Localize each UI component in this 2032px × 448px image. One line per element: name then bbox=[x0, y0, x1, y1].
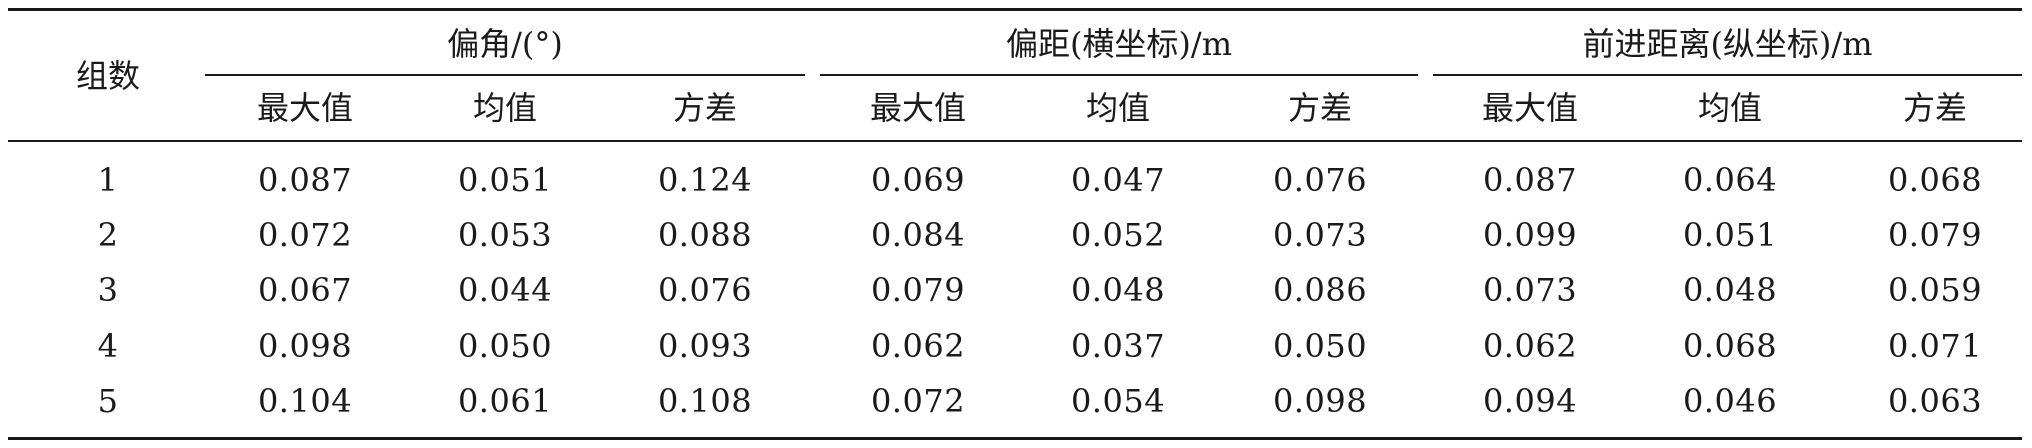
group-header-forward-distance: 前进距离(纵坐标)/m bbox=[1582, 25, 1873, 63]
cell-forward-mean: 0.046 bbox=[1682, 382, 1778, 420]
cell-forward-mean: 0.048 bbox=[1682, 271, 1778, 309]
cell-angle-mean: 0.053 bbox=[457, 216, 553, 254]
cell-angle-max: 0.072 bbox=[257, 216, 353, 254]
subheader-lateral-mean: 均值 bbox=[1085, 89, 1150, 127]
cell-angle-variance: 0.093 bbox=[657, 327, 753, 365]
subheader-angle-mean: 均值 bbox=[472, 89, 537, 127]
cell-forward-mean: 0.064 bbox=[1682, 161, 1778, 199]
subheader-angle-max: 最大值 bbox=[256, 89, 353, 127]
subheader-forward-variance: 方差 bbox=[1902, 89, 1967, 127]
group-header-lateral-offset: 偏距(横坐标)/m bbox=[1005, 25, 1233, 63]
cell-forward-mean: 0.068 bbox=[1682, 327, 1778, 365]
group-rule-angle bbox=[205, 74, 805, 76]
row-id-cell: 5 bbox=[97, 382, 119, 420]
cell-lateral-max: 0.084 bbox=[870, 216, 966, 254]
cell-forward-variance: 0.059 bbox=[1887, 271, 1983, 309]
cell-lateral-max: 0.079 bbox=[870, 271, 966, 309]
cell-lateral-mean: 0.048 bbox=[1070, 271, 1166, 309]
cell-forward-mean: 0.051 bbox=[1682, 216, 1778, 254]
cell-angle-variance: 0.124 bbox=[657, 161, 753, 199]
group-rule-forward bbox=[1433, 74, 2022, 76]
subheader-lateral-max: 最大值 bbox=[869, 89, 966, 127]
row-id-cell: 2 bbox=[97, 216, 119, 254]
cell-forward-variance: 0.068 bbox=[1887, 161, 1983, 199]
cell-angle-max: 0.067 bbox=[257, 271, 353, 309]
subheader-forward-max: 最大值 bbox=[1481, 89, 1578, 127]
cell-forward-max: 0.073 bbox=[1482, 271, 1578, 309]
group-header-angle: 偏角/(°) bbox=[447, 25, 563, 63]
cell-lateral-max: 0.062 bbox=[870, 327, 966, 365]
cell-angle-variance: 0.108 bbox=[657, 382, 753, 420]
cell-lateral-mean: 0.047 bbox=[1070, 161, 1166, 199]
table-bottom-rule bbox=[8, 437, 2022, 440]
cell-forward-max: 0.099 bbox=[1482, 216, 1578, 254]
cell-forward-variance: 0.063 bbox=[1887, 382, 1983, 420]
row-id-cell: 4 bbox=[97, 327, 119, 365]
subheader-lateral-variance: 方差 bbox=[1287, 89, 1352, 127]
cell-angle-mean: 0.050 bbox=[457, 327, 553, 365]
cell-lateral-variance: 0.086 bbox=[1272, 271, 1368, 309]
cell-lateral-variance: 0.050 bbox=[1272, 327, 1368, 365]
row-id-cell: 3 bbox=[97, 271, 119, 309]
cell-angle-variance: 0.088 bbox=[657, 216, 753, 254]
table-top-rule bbox=[8, 8, 2022, 11]
cell-angle-mean: 0.061 bbox=[457, 382, 553, 420]
cell-forward-max: 0.087 bbox=[1482, 161, 1578, 199]
cell-angle-mean: 0.051 bbox=[457, 161, 553, 199]
cell-lateral-mean: 0.054 bbox=[1070, 382, 1166, 420]
cell-lateral-variance: 0.073 bbox=[1272, 216, 1368, 254]
cell-forward-max: 0.062 bbox=[1482, 327, 1578, 365]
cell-lateral-variance: 0.098 bbox=[1272, 382, 1368, 420]
group-rule-lateral bbox=[820, 74, 1418, 76]
cell-angle-max: 0.087 bbox=[257, 161, 353, 199]
cell-lateral-variance: 0.076 bbox=[1272, 161, 1368, 199]
cell-lateral-mean: 0.052 bbox=[1070, 216, 1166, 254]
cell-lateral-max: 0.069 bbox=[870, 161, 966, 199]
cell-angle-max: 0.104 bbox=[257, 382, 353, 420]
cell-angle-max: 0.098 bbox=[257, 327, 353, 365]
cell-lateral-max: 0.072 bbox=[870, 382, 966, 420]
cell-angle-variance: 0.076 bbox=[657, 271, 753, 309]
cell-angle-mean: 0.044 bbox=[457, 271, 553, 309]
row-id-cell: 1 bbox=[97, 161, 119, 199]
table-header-rule bbox=[8, 140, 2022, 142]
cell-forward-variance: 0.079 bbox=[1887, 216, 1983, 254]
cell-forward-variance: 0.071 bbox=[1887, 327, 1983, 365]
subheader-forward-mean: 均值 bbox=[1697, 89, 1762, 127]
row-header-label: 组数 bbox=[75, 57, 140, 95]
cell-lateral-mean: 0.037 bbox=[1070, 327, 1166, 365]
subheader-angle-variance: 方差 bbox=[672, 89, 737, 127]
cell-forward-max: 0.094 bbox=[1482, 382, 1578, 420]
